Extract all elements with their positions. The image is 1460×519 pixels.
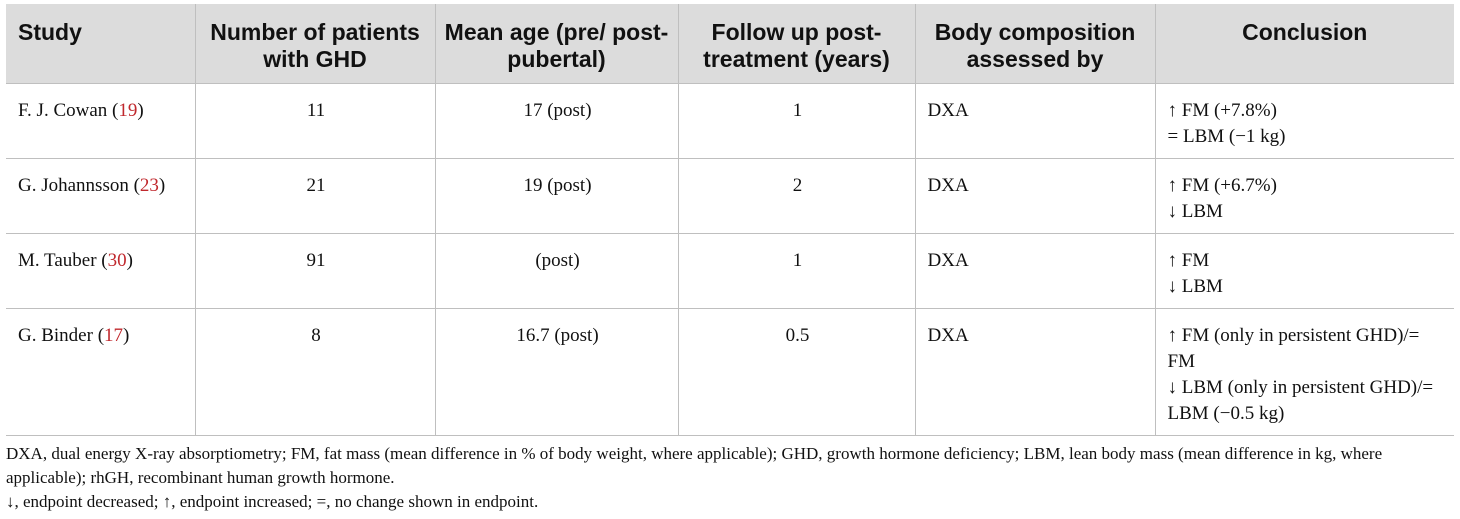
header-followup: Follow up post-treatment (years) bbox=[677, 4, 915, 83]
conclusion-cell: ↑ FM (+6.7%) ↓ LBM bbox=[1154, 157, 1454, 233]
conclusion-line: ↑ FM (+7.8%) bbox=[1167, 99, 1277, 121]
study-cell: M. Tauber (30) bbox=[6, 232, 195, 308]
conclusion-line: ↑ FM (only in persistent GHD)/= FM bbox=[1167, 324, 1420, 372]
study-name: M. Tauber bbox=[18, 249, 97, 271]
studies-table: Study Number of patients with GHD Mean a… bbox=[6, 4, 1454, 436]
age-cell: 16.7 (post) bbox=[434, 307, 678, 436]
table-row: G. Johannsson (23) 21 19 (post) 2 DXA ↑ … bbox=[6, 157, 1454, 233]
conclusion-line: ↓ LBM bbox=[1167, 200, 1223, 222]
conclusion-line: = LBM (−1 kg) bbox=[1167, 125, 1286, 147]
age-cell: 19 (post) bbox=[434, 157, 678, 233]
conclusion-line: ↑ FM bbox=[1167, 249, 1210, 271]
age-cell: (post) bbox=[434, 232, 678, 308]
followup-cell: 1 bbox=[677, 232, 915, 308]
patients-cell: 8 bbox=[194, 307, 435, 436]
reference-link[interactable]: 17 bbox=[104, 324, 124, 346]
study-name: G. Binder bbox=[18, 324, 93, 346]
header-study: Study bbox=[6, 4, 195, 83]
conclusion-cell: ↑ FM (+7.8%) = LBM (−1 kg) bbox=[1154, 82, 1454, 158]
abbreviations-footnote: DXA, dual energy X-ray absorptiometry; F… bbox=[6, 444, 1383, 487]
method-cell: DXA bbox=[914, 307, 1155, 436]
patients-cell: 11 bbox=[194, 82, 435, 158]
table-row: F. J. Cowan (19) 11 17 (post) 1 DXA ↑ FM… bbox=[6, 82, 1454, 158]
reference-link[interactable]: 30 bbox=[107, 249, 127, 271]
patients-cell: 91 bbox=[194, 232, 435, 308]
study-cell: F. J. Cowan (19) bbox=[6, 82, 195, 158]
followup-cell: 0.5 bbox=[677, 307, 915, 436]
followup-cell: 1 bbox=[677, 82, 915, 158]
conclusion-line: ↓ LBM bbox=[1167, 275, 1223, 297]
study-name: G. Johannsson bbox=[18, 174, 129, 196]
method-cell: DXA bbox=[914, 82, 1155, 158]
header-conclusion: Conclusion bbox=[1154, 4, 1454, 83]
study-cell: G. Binder (17) bbox=[6, 307, 195, 436]
patients-cell: 21 bbox=[194, 157, 435, 233]
reference-link[interactable]: 19 bbox=[118, 99, 138, 121]
conclusion-cell: ↑ FM (only in persistent GHD)/= FM ↓ LBM… bbox=[1154, 307, 1454, 436]
method-cell: DXA bbox=[914, 157, 1155, 233]
study-name: F. J. Cowan bbox=[18, 99, 108, 121]
method-cell: DXA bbox=[914, 232, 1155, 308]
conclusion-cell: ↑ FM ↓ LBM bbox=[1154, 232, 1454, 308]
header-age: Mean age (pre/ post-pubertal) bbox=[434, 4, 678, 83]
header-method: Body composition assessed by bbox=[914, 4, 1155, 83]
study-cell: G. Johannsson (23) bbox=[6, 157, 195, 233]
table-row: G. Binder (17) 8 16.7 (post) 0.5 DXA ↑ F… bbox=[6, 307, 1454, 436]
table-footnotes: DXA, dual energy X-ray absorptiometry; F… bbox=[6, 442, 1454, 514]
conclusion-line: ↑ FM (+6.7%) bbox=[1167, 174, 1277, 196]
conclusion-line: ↓ LBM (only in persistent GHD)/= LBM (−0… bbox=[1167, 376, 1434, 424]
age-cell: 17 (post) bbox=[434, 82, 678, 158]
header-patients: Number of patients with GHD bbox=[194, 4, 435, 83]
symbols-footnote: ↓, endpoint decreased; ↑, endpoint incre… bbox=[6, 492, 539, 511]
header-row: Study Number of patients with GHD Mean a… bbox=[6, 4, 1454, 83]
followup-cell: 2 bbox=[677, 157, 915, 233]
reference-link[interactable]: 23 bbox=[139, 174, 159, 196]
table-row: M. Tauber (30) 91 (post) 1 DXA ↑ FM ↓ LB… bbox=[6, 232, 1454, 308]
